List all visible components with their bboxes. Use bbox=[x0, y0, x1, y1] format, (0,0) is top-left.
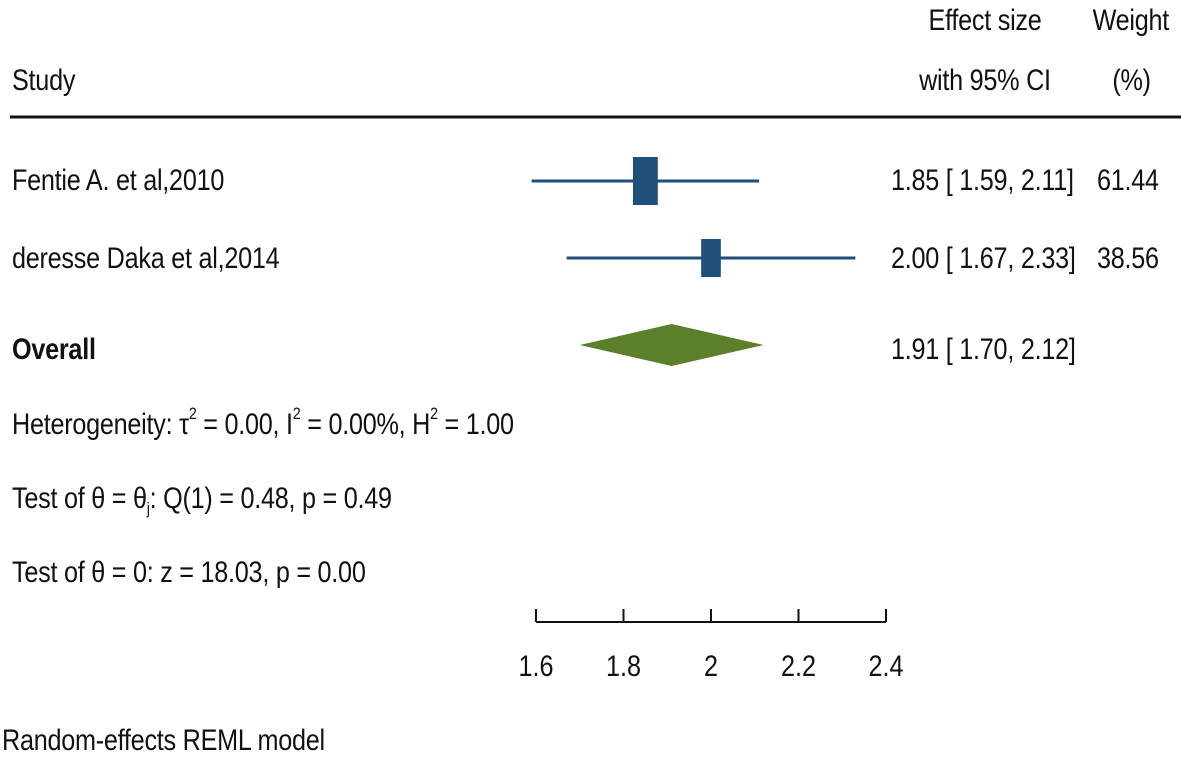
x-tick-label: 2.4 bbox=[868, 649, 903, 683]
x-tick-label: 2.2 bbox=[781, 649, 816, 683]
overall-ci-text: 1.91 [ 1.70, 2.12] bbox=[891, 333, 1076, 366]
study-ci-text: 1.85 [ 1.59, 2.11] bbox=[891, 164, 1074, 197]
study-weight-text: 38.56 bbox=[1097, 242, 1159, 275]
study-point-marker bbox=[701, 238, 721, 278]
study-point-marker bbox=[632, 157, 658, 205]
effect-size-header-line2: with 95% CI bbox=[919, 64, 1051, 97]
overall-label: Overall bbox=[12, 333, 96, 366]
effect-size-header-line1: Effect size bbox=[928, 4, 1042, 37]
study-label: Fentie A. et al,2010 bbox=[12, 164, 225, 197]
study-weight-text: 61.44 bbox=[1097, 164, 1159, 197]
heterogeneity-text: Heterogeneity: τ2 = 0.00, I2 = 0.00%, H2… bbox=[12, 404, 514, 441]
test-zero-text: Test of θ = 0: z = 18.03, p = 0.00 bbox=[12, 556, 366, 589]
weight-header-line1: Weight bbox=[1092, 4, 1170, 37]
weight-header-line2: (%) bbox=[1112, 64, 1152, 97]
study-column-header: Study bbox=[12, 64, 76, 97]
study-label: deresse Daka et al,2014 bbox=[12, 242, 280, 275]
study-ci-text: 2.00 [ 1.67, 2.33] bbox=[891, 242, 1076, 275]
overall-diamond bbox=[579, 324, 764, 366]
x-tick-label: 2 bbox=[704, 649, 718, 683]
x-tick-label: 1.8 bbox=[606, 649, 641, 683]
x-tick-label: 1.6 bbox=[518, 649, 553, 683]
test-homogeneity-text: Test of θ = θj: Q(1) = 0.48, p = 0.49 bbox=[12, 482, 392, 518]
